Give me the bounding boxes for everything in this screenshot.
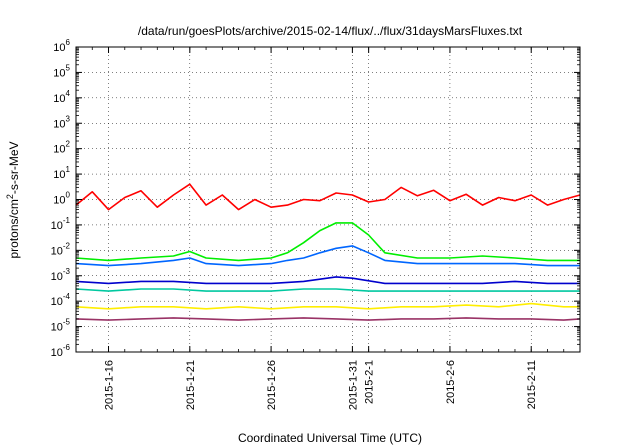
y-tick-label: 10-5 [51, 318, 71, 334]
y-tick-label: 10-6 [51, 343, 71, 359]
x-tick-label: 2015-2-11 [526, 360, 538, 409]
y-tick-label: 10-3 [51, 267, 71, 283]
y-axis-title-exponent: 2 [5, 194, 15, 199]
y-tick-base: 10 [53, 118, 65, 130]
grid-layer [76, 47, 580, 352]
y-axis-title-rest: -s-sr-MeV [7, 141, 21, 194]
series-line-6 [75, 302, 580, 310]
y-tick-exponent: -3 [63, 267, 71, 276]
y-tick-exponent: -2 [63, 241, 71, 250]
y-tick-base: 10 [53, 93, 65, 105]
y-tick-label: 103 [53, 114, 70, 130]
series-line-4 [75, 276, 580, 285]
x-tick-label: 2015-1-26 [266, 360, 278, 410]
y-tick-label: 10-2 [51, 241, 71, 257]
y-tick-base: 10 [51, 296, 63, 308]
x-axis-title: Coordinated Universal Time (UTC) [238, 431, 422, 445]
y-tick-exponent: 6 [66, 38, 71, 47]
chart-title: /data/run/goesPlots/archive/2015-02-14/f… [138, 24, 523, 38]
x-tick-label: 2015-2-1 [364, 360, 376, 404]
y-tick-base: 10 [53, 42, 65, 54]
y-tick-exponent: 1 [66, 165, 71, 174]
x-tick-label: 2015-2-6 [445, 360, 457, 404]
series-line-3 [75, 245, 580, 267]
y-tick-base: 10 [51, 322, 63, 334]
x-tick-label: 2015-1-31 [347, 360, 359, 410]
y-tick-label: 100 [53, 191, 70, 207]
y-tick-base: 10 [51, 347, 63, 359]
y-tick-exponent: 3 [66, 114, 71, 123]
y-tick-exponent: -6 [63, 343, 71, 352]
y-tick-label: 10-1 [51, 216, 71, 232]
series-line-7 [75, 317, 581, 321]
y-tick-base: 10 [51, 220, 63, 232]
y-tick-label: 106 [53, 38, 70, 54]
series-layer [75, 183, 581, 321]
y-tick-exponent: 5 [66, 63, 71, 72]
series-line-1 [75, 183, 581, 211]
y-tick-base: 10 [53, 67, 65, 79]
y-tick-exponent: 0 [66, 191, 71, 200]
y-tick-label: 105 [53, 63, 70, 79]
x-axis: 2015-1-16 2015-1-21 2015-1-26 2015-1-31 2015… [75, 47, 581, 410]
x-tick-label: 2015-1-16 [104, 360, 116, 410]
y-tick-exponent: 4 [66, 89, 71, 98]
y-axis-title-unit: protons/cm [7, 199, 21, 258]
y-tick-label: 10-4 [51, 292, 71, 308]
y-tick-base: 10 [53, 195, 65, 207]
y-tick-exponent: -4 [63, 292, 71, 301]
y-tick-base: 10 [51, 271, 63, 283]
y-tick-base: 10 [53, 169, 65, 181]
y-tick-exponent: 2 [66, 140, 71, 149]
y-tick-label: 102 [53, 140, 70, 156]
y-tick-label: 101 [53, 165, 70, 181]
y-axis: 10-610-510-410-310-210-11001011021031041… [51, 38, 580, 359]
y-axis-title: protons/cm2-s-sr-MeV [5, 141, 21, 258]
y-tick-base: 10 [53, 144, 65, 156]
series-line-2 [75, 222, 580, 262]
x-tick-label: 2015-1-21 [185, 360, 197, 410]
y-tick-exponent: -1 [63, 216, 71, 225]
y-tick-label: 104 [53, 89, 70, 105]
series-line-5 [75, 288, 580, 292]
y-tick-base: 10 [51, 245, 63, 257]
y-tick-exponent: -5 [63, 318, 71, 327]
